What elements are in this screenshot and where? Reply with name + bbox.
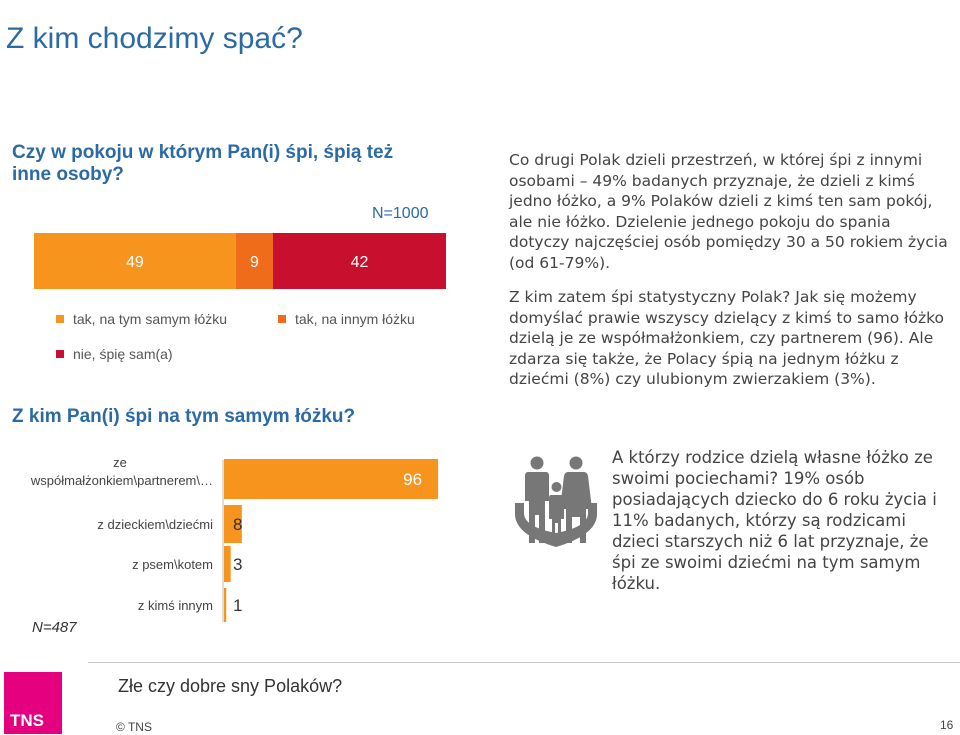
bar-value-label: 96 (403, 470, 422, 489)
stacked-segment-0 (34, 233, 236, 289)
category-label: z dzieckiem\dziećmi (97, 517, 213, 532)
legend-item-other-bed: tak, na innym łóżku (278, 311, 415, 327)
question-1: Czy w pokoju w którym Pan(i) śpi, śpią t… (12, 142, 394, 185)
bar-3 (224, 588, 227, 622)
stacked-bar-chart: 49 9 42 (34, 233, 446, 289)
family-icon (515, 456, 597, 547)
copyright: © TNS (116, 720, 152, 734)
tns-logo: TNS (4, 672, 62, 734)
legend-label: tak, na tym samym łóżku (73, 311, 228, 327)
bar-value-label: 3 (233, 555, 242, 574)
footer-title: Złe czy dobre sny Polaków? (118, 676, 343, 696)
paragraph-1: Co drugi Polak dzieli przestrzeń, w któr… (509, 151, 948, 272)
category-label: z psem\kotem (132, 557, 213, 572)
question-2: Z kim Pan(i) śpi na tym samym łóżku? (12, 406, 356, 427)
horizontal-bar-chart: 96 ze współmałżonkiem\partnerem\… 8 z dzieck… (30, 455, 439, 622)
page-number: 16 (940, 718, 954, 732)
footer-divider (88, 662, 960, 663)
category-label: współmałżonkiem\partnerem\… (30, 473, 213, 488)
segment-value-label: 49 (126, 254, 144, 271)
legend-item-same-bed: tak, na tym samym łóżku (56, 311, 227, 327)
legend-swatch (56, 315, 64, 323)
bar-1 (224, 505, 242, 543)
segment-value-label: 9 (250, 254, 259, 271)
segment-value-label: 42 (351, 254, 369, 271)
slide-title: Z kim chodzimy spać? (6, 22, 303, 55)
bar-0 (224, 459, 439, 499)
sample-size-2: N=487 (32, 619, 77, 636)
category-label: z kimś innym (138, 598, 213, 613)
paragraph-3: A którzy rodzice dzielą własne łóżko ze … (612, 448, 937, 593)
tns-logo-text: TNS (10, 711, 44, 730)
legend-swatch (278, 315, 286, 323)
sample-size-1: N=1000 (372, 205, 429, 222)
bar-value-label: 1 (233, 596, 242, 615)
stacked-segment-2 (272, 233, 446, 289)
bar-2 (224, 546, 231, 582)
bar-value-label: 8 (233, 515, 242, 534)
legend-label: nie, śpię sam(a) (73, 346, 173, 362)
legend-swatch (56, 350, 64, 358)
paragraph-2: Z kim zatem śpi statystyczny Polak? Jak … (509, 288, 945, 388)
legend-item-alone: nie, śpię sam(a) (56, 346, 173, 362)
stacked-segment-1 (235, 233, 273, 289)
category-label: ze (113, 455, 127, 470)
legend-label: tak, na innym łóżku (295, 311, 415, 327)
